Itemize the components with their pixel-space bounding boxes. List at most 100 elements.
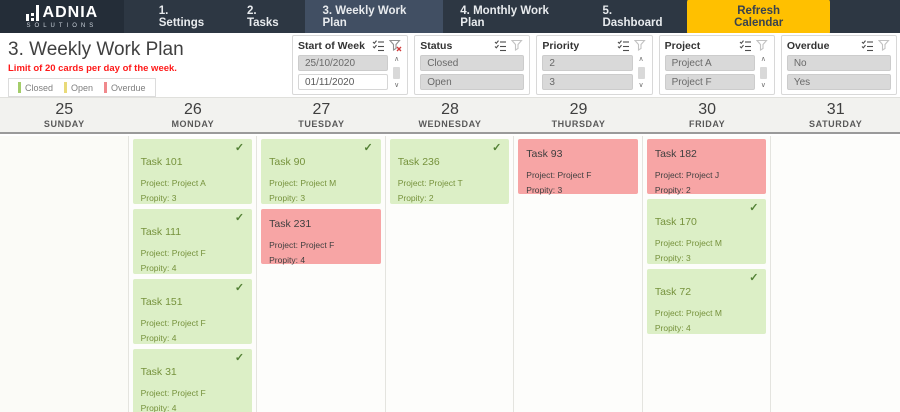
day-column-sunday bbox=[0, 136, 129, 412]
day-name: SATURDAY bbox=[809, 119, 863, 129]
scroll-thumb[interactable] bbox=[393, 66, 401, 79]
slicer-item-closed[interactable]: Closed bbox=[420, 55, 525, 71]
multi-select-icon[interactable] bbox=[739, 39, 752, 52]
task-card[interactable]: ✓ Task 31 Project: Project F Propity: 4 bbox=[132, 349, 253, 412]
slicer-item-open[interactable]: Open bbox=[420, 74, 525, 90]
slicer-item-2[interactable]: 2 bbox=[542, 55, 633, 71]
task-title: Task 170 bbox=[654, 216, 697, 228]
task-project: Project: Project F bbox=[140, 318, 206, 328]
day-header-friday: 30 FRIDAY bbox=[643, 98, 772, 132]
day-header-thursday: 29 THURSDAY bbox=[514, 98, 643, 132]
multi-select-icon[interactable] bbox=[494, 39, 507, 52]
legend-item-open: Open bbox=[64, 82, 93, 93]
slicer-item-no[interactable]: No bbox=[786, 55, 892, 71]
task-card[interactable]: ✓ Task 101 Project: Project A Propity: 3 bbox=[132, 139, 253, 204]
check-icon: ✓ bbox=[363, 142, 373, 154]
clear-filter-icon[interactable] bbox=[633, 39, 647, 52]
slicer-item-25-10-2020[interactable]: 25/10/2020 bbox=[298, 55, 389, 71]
task-priority: Propity: 3 bbox=[654, 253, 691, 263]
slicer-header: Priority bbox=[542, 39, 646, 52]
tab-weekly-work-plan[interactable]: 3. Weekly Work Plan bbox=[305, 0, 444, 33]
tab-tasks[interactable]: 2. Tasks bbox=[246, 4, 279, 29]
day-header-sunday: 25 SUNDAY bbox=[0, 98, 129, 132]
task-priority: Propity: 3 bbox=[140, 193, 177, 203]
day-column-tuesday: ✓ Task 90 Project: Project M Propity: 3✓ Tas… bbox=[257, 136, 386, 412]
task-card[interactable]: ✓ Task 111 Project: Project F Propity: 4 bbox=[132, 209, 253, 274]
scroll-down-arrow-icon[interactable]: ∨ bbox=[760, 82, 766, 89]
clear-filter-icon[interactable] bbox=[511, 39, 524, 52]
day-name: WEDNESDAY bbox=[418, 119, 482, 129]
clear-filter-icon-active[interactable] bbox=[389, 39, 402, 52]
scroll-up-arrow-icon[interactable]: ∧ bbox=[394, 56, 400, 63]
scroll-up-arrow-icon[interactable]: ∧ bbox=[638, 56, 644, 63]
title-block: 3. Weekly Work Plan Limit of 20 cards pe… bbox=[8, 39, 288, 98]
task-title: Task 31 bbox=[140, 366, 177, 378]
top-navigation-bar: ADNIA SOLUTIONS 1. Settings 2. Tasks 3. … bbox=[0, 0, 900, 35]
slicer-body: 25/10/2020 01/11/2020 ∧ ∨ bbox=[298, 55, 402, 90]
task-card[interactable]: ✓ Task 170 Project: Project M Propity: 3 bbox=[646, 199, 767, 264]
task-title: Task 182 bbox=[654, 148, 697, 160]
task-project: Project: Project F bbox=[269, 240, 335, 250]
legend-item-overdue: Overdue bbox=[104, 82, 146, 93]
task-project: Project: Project M bbox=[654, 238, 722, 248]
legend-item-closed: Closed bbox=[18, 82, 53, 93]
overdue-color-swatch bbox=[104, 82, 108, 93]
slicer-item-3[interactable]: 3 bbox=[542, 74, 633, 90]
slicer-panels: Start of Week 25/10/2020 01/11/2020 ∧ ∨ Statu… bbox=[292, 35, 898, 95]
task-priority: Propity: 4 bbox=[140, 263, 177, 273]
slicer-item-01-11-2020[interactable]: 01/11/2020 bbox=[298, 74, 389, 90]
task-card[interactable]: ✓ Task 236 Project: Project T Propity: 2 bbox=[389, 139, 510, 204]
day-number: 29 bbox=[569, 101, 588, 118]
day-header-wednesday: 28 WEDNESDAY bbox=[386, 98, 515, 132]
slicer-title: Start of Week bbox=[298, 39, 365, 52]
multi-select-icon[interactable] bbox=[861, 39, 874, 52]
check-icon: ✓ bbox=[749, 202, 759, 214]
slicer-header: Overdue bbox=[787, 39, 891, 52]
slicer-item-project-f[interactable]: Project F bbox=[664, 74, 755, 90]
day-name: FRIDAY bbox=[688, 119, 726, 129]
multi-select-icon[interactable] bbox=[617, 39, 630, 52]
slicer-item-yes[interactable]: Yes bbox=[786, 74, 892, 90]
day-column-saturday bbox=[771, 136, 900, 412]
refresh-calendar-button[interactable]: Refresh Calendar bbox=[687, 0, 830, 35]
slicer-item-project-a[interactable]: Project A bbox=[664, 55, 755, 71]
task-title: Task 72 bbox=[654, 286, 692, 298]
tab-monthly-work-plan[interactable]: 4. Monthly Work Plan bbox=[460, 4, 549, 29]
tab-dashboard[interactable]: 5. Dashboard bbox=[602, 4, 663, 29]
scroll-up-arrow-icon[interactable]: ∧ bbox=[760, 56, 766, 63]
task-title: Task 90 bbox=[269, 156, 306, 168]
clear-filter-icon[interactable] bbox=[878, 39, 891, 52]
scroll-down-arrow-icon[interactable]: ∨ bbox=[394, 82, 400, 89]
task-priority: Propity: 4 bbox=[269, 255, 306, 265]
task-card[interactable]: ✓ Task 72 Project: Project M Propity: 4 bbox=[646, 269, 767, 334]
task-project: Project: Project A bbox=[140, 178, 206, 188]
check-icon: ✓ bbox=[749, 272, 759, 284]
scroll-thumb[interactable] bbox=[759, 66, 767, 79]
task-card[interactable]: ✓ Task 90 Project: Project M Propity: 3 bbox=[261, 139, 381, 204]
slicer-header: Status bbox=[420, 39, 524, 52]
task-card[interactable]: ✓ Task 151 Project: Project F Propity: 4 bbox=[132, 279, 253, 344]
task-project: Project: Project T bbox=[397, 178, 463, 188]
multi-select-icon[interactable] bbox=[372, 39, 385, 52]
slicer-title: Project bbox=[664, 39, 701, 52]
nav-tabs: 1. Settings 2. Tasks 3. Weekly Work Plan… bbox=[142, 0, 688, 33]
closed-color-swatch bbox=[18, 82, 21, 93]
slicer-item-list: Closed Open bbox=[420, 55, 525, 90]
slicer-header: Start of Week bbox=[298, 39, 402, 52]
day-header-saturday: 31 SATURDAY bbox=[771, 98, 900, 132]
slicer-scrollbar: ∧ ∨ bbox=[391, 55, 402, 90]
task-title: Task 151 bbox=[140, 296, 183, 308]
scroll-down-arrow-icon[interactable]: ∨ bbox=[638, 82, 644, 89]
slicer-project: Project Project A Project F ∧ ∨ bbox=[658, 35, 775, 95]
task-title: Task 93 bbox=[526, 148, 563, 160]
day-column-friday: ✓ Task 182 Project: Project J Propity: 2 ✓ Ta… bbox=[643, 136, 772, 412]
clear-filter-icon[interactable] bbox=[755, 39, 769, 52]
day-header-row: 25 SUNDAY 26 MONDAY 27 TUESDAY 28 WEDNESDAY 29 TH… bbox=[0, 97, 900, 134]
tab-settings[interactable]: 1. Settings bbox=[158, 4, 205, 29]
slicer-body: Closed Open bbox=[420, 55, 525, 90]
day-number: 26 bbox=[183, 101, 202, 118]
scroll-thumb[interactable] bbox=[637, 66, 645, 79]
